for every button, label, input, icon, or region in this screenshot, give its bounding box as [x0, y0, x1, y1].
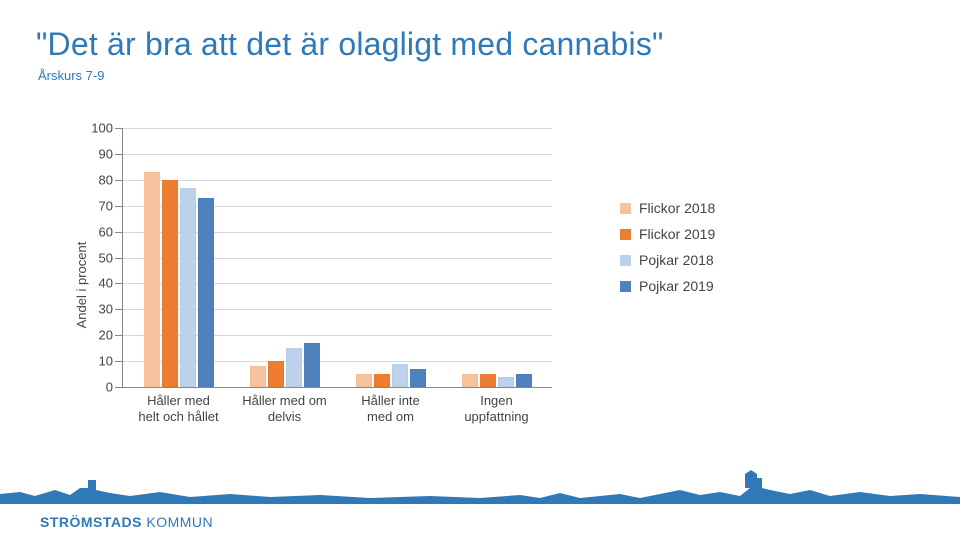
bar: [374, 374, 390, 387]
bar-group: [356, 128, 426, 387]
legend-swatch: [620, 281, 631, 292]
legend-label: Flickor 2018: [639, 200, 715, 216]
legend: Flickor 2018 Flickor 2019 Pojkar 2018 Pojka…: [620, 200, 715, 304]
y-tick-label: 90: [99, 146, 123, 161]
page-subtitle: Årskurs 7-9: [38, 68, 104, 83]
bar: [144, 172, 160, 387]
y-tick-label: 60: [99, 224, 123, 239]
footer: STRÖMSTADS KOMMUN: [0, 484, 960, 540]
bar: [180, 188, 196, 387]
bar-group: [144, 128, 214, 387]
bar: [162, 180, 178, 387]
legend-label: Flickor 2019: [639, 226, 715, 242]
bar: [286, 348, 302, 387]
bar: [268, 361, 284, 387]
y-tick-label: 10: [99, 354, 123, 369]
bar-group: [462, 128, 532, 387]
bar: [516, 374, 532, 387]
page-title: "Det är bra att det är olagligt med cann…: [36, 26, 664, 63]
x-tick-label: Ingenuppfattning: [437, 387, 557, 426]
y-tick-label: 20: [99, 328, 123, 343]
brand-bold: STRÖMSTADS: [40, 514, 142, 530]
legend-item: Pojkar 2018: [620, 252, 715, 268]
chart: Andel i procent 0102030405060708090100Hå…: [60, 120, 600, 450]
bar: [392, 364, 408, 387]
y-axis-label: Andel i procent: [74, 242, 89, 329]
legend-item: Pojkar 2019: [620, 278, 715, 294]
x-tick-label: Håller med omdelvis: [225, 387, 345, 426]
bar: [498, 377, 514, 387]
bar: [356, 374, 372, 387]
brand-light: KOMMUN: [142, 514, 213, 530]
skyline-graphic: [0, 470, 960, 500]
bar-group: [250, 128, 320, 387]
legend-label: Pojkar 2019: [639, 278, 714, 294]
legend-label: Pojkar 2018: [639, 252, 714, 268]
legend-swatch: [620, 255, 631, 266]
brand-logo: STRÖMSTADS KOMMUN: [40, 514, 213, 530]
y-tick-label: 100: [91, 121, 123, 136]
legend-item: Flickor 2019: [620, 226, 715, 242]
x-tick-label: Håller medhelt och hållet: [119, 387, 239, 426]
x-tick-label: Håller intemed om: [331, 387, 451, 426]
y-tick-label: 70: [99, 198, 123, 213]
legend-swatch: [620, 229, 631, 240]
y-tick-label: 30: [99, 302, 123, 317]
legend-swatch: [620, 203, 631, 214]
plot-area: 0102030405060708090100Håller medhelt och…: [122, 128, 552, 388]
y-tick-label: 40: [99, 276, 123, 291]
legend-item: Flickor 2018: [620, 200, 715, 216]
bar: [198, 198, 214, 387]
footer-divider: [0, 500, 960, 504]
bar: [304, 343, 320, 387]
y-tick-label: 50: [99, 250, 123, 265]
y-tick-label: 80: [99, 172, 123, 187]
bar: [480, 374, 496, 387]
bar: [462, 374, 478, 387]
bar: [410, 369, 426, 387]
bar: [250, 366, 266, 387]
